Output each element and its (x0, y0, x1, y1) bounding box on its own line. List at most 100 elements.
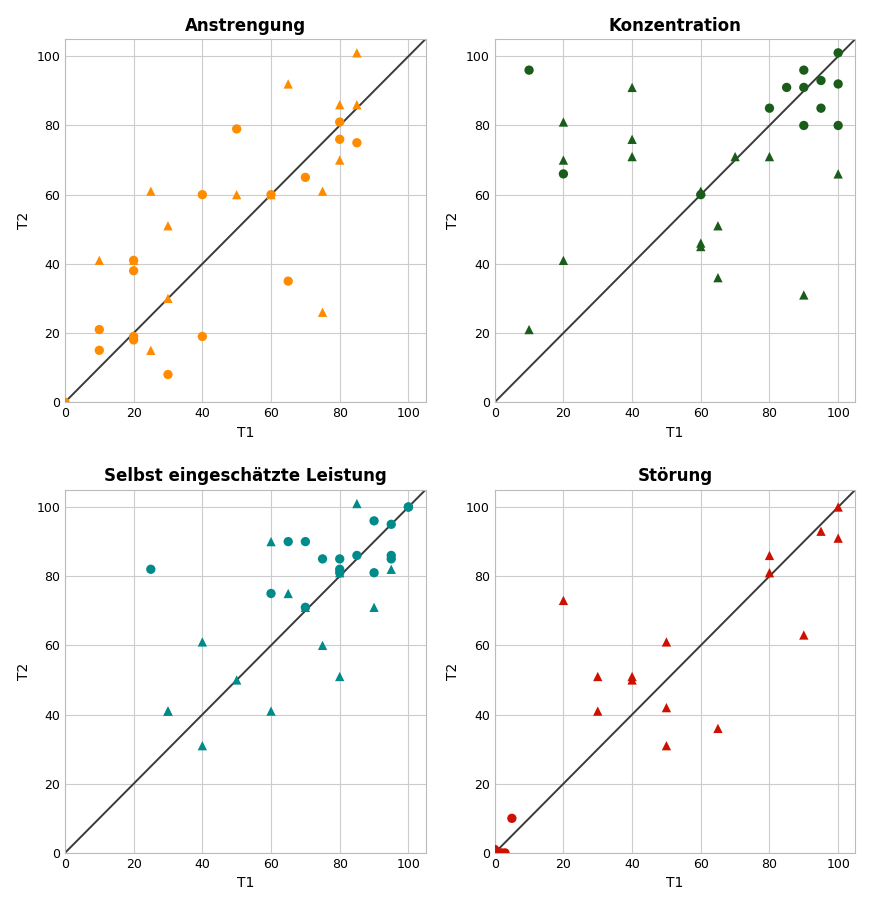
X-axis label: T1: T1 (666, 425, 684, 440)
Point (161, 704, 175, 718)
Point (711, 721, 725, 736)
Point (264, 188, 278, 202)
Point (316, 551, 330, 566)
Point (126, 253, 140, 268)
Point (797, 63, 811, 77)
Point (161, 367, 175, 382)
Point (282, 77, 296, 92)
Point (590, 669, 604, 684)
Point (831, 500, 845, 514)
Point (126, 329, 140, 344)
Point (498, 845, 512, 860)
Point (385, 562, 399, 577)
Point (694, 184, 708, 199)
Title: Konzentration: Konzentration (609, 16, 741, 34)
Point (814, 101, 828, 115)
Point (350, 135, 364, 150)
Point (762, 548, 776, 562)
Point (590, 704, 604, 718)
Point (264, 704, 278, 718)
Point (728, 150, 742, 164)
Point (316, 184, 330, 199)
Point (762, 150, 776, 164)
Point (126, 264, 140, 278)
Point (92, 343, 106, 357)
Point (780, 80, 794, 94)
Point (401, 500, 415, 514)
Point (831, 118, 845, 132)
Point (195, 329, 209, 344)
Point (625, 132, 639, 147)
Point (298, 600, 312, 615)
Point (195, 188, 209, 202)
Point (229, 673, 243, 688)
Point (487, 845, 501, 860)
Point (385, 551, 399, 566)
Point (298, 534, 312, 549)
Point (350, 97, 364, 112)
Point (797, 628, 811, 642)
Point (144, 343, 158, 357)
Point (814, 524, 828, 539)
Point (625, 80, 639, 94)
Point (385, 517, 399, 532)
Point (144, 562, 158, 577)
Point (831, 531, 845, 545)
Point (556, 167, 570, 181)
Point (333, 565, 347, 580)
Point (333, 565, 347, 580)
Point (333, 115, 347, 130)
Point (762, 565, 776, 580)
Point (711, 270, 725, 285)
Point (367, 513, 381, 528)
Point (298, 171, 312, 185)
Point (831, 45, 845, 60)
Point (694, 239, 708, 254)
Point (659, 635, 673, 649)
Point (161, 291, 175, 306)
Y-axis label: T2: T2 (446, 663, 460, 680)
Point (264, 188, 278, 202)
Point (659, 738, 673, 753)
Title: Selbst eingeschätzte Leistung: Selbst eingeschätzte Leistung (104, 467, 386, 485)
Point (333, 97, 347, 112)
Point (58, 395, 72, 409)
Point (229, 122, 243, 136)
Point (316, 639, 330, 653)
Point (350, 45, 364, 60)
X-axis label: T1: T1 (236, 876, 254, 891)
Point (161, 219, 175, 233)
Point (126, 333, 140, 347)
Point (126, 253, 140, 268)
Point (522, 322, 536, 336)
Point (659, 700, 673, 715)
Point (556, 593, 570, 608)
Point (333, 132, 347, 147)
Point (333, 669, 347, 684)
Point (401, 500, 415, 514)
Point (625, 669, 639, 684)
Point (711, 219, 725, 233)
Point (350, 496, 364, 511)
Point (316, 305, 330, 319)
Point (367, 565, 381, 580)
Point (282, 586, 296, 600)
Point (494, 845, 508, 860)
Point (487, 843, 501, 857)
Point (282, 534, 296, 549)
Point (556, 253, 570, 268)
Point (831, 77, 845, 92)
Point (92, 253, 106, 268)
Y-axis label: T2: T2 (17, 212, 31, 229)
Point (144, 184, 158, 199)
Title: Anstrengung: Anstrengung (185, 16, 306, 34)
Point (797, 118, 811, 132)
X-axis label: T1: T1 (666, 876, 684, 891)
Point (797, 288, 811, 302)
Point (797, 80, 811, 94)
Y-axis label: T2: T2 (446, 212, 460, 229)
Point (92, 322, 106, 336)
Point (385, 548, 399, 562)
Point (264, 534, 278, 549)
Point (195, 738, 209, 753)
